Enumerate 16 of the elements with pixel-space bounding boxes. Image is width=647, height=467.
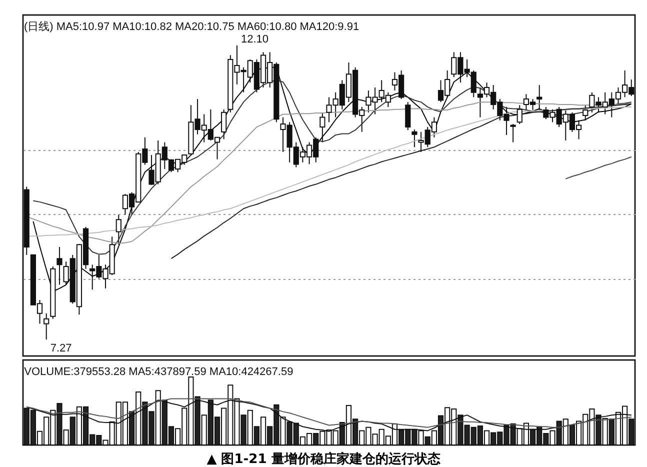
annotation: 7.27 [50, 342, 72, 355]
candlestick [405, 102, 411, 131]
candlestick [116, 214, 122, 246]
candlestick [582, 104, 588, 121]
candlestick [510, 124, 516, 143]
candlestick [320, 112, 326, 143]
candlestick [412, 128, 418, 148]
text: ▲ 图1-21 量增价稳庄家建仓的运行状态 [206, 450, 442, 467]
candlestick [516, 104, 522, 124]
candlestick [56, 246, 62, 286]
chart-title: VOLUME:379553.28 MA5:437897.59 MA10:424267.59 [24, 366, 294, 378]
candlestick [221, 108, 227, 140]
candlestick [536, 84, 542, 110]
annotation: 12.10 [240, 33, 268, 46]
text: (日线) MA5:10.97 MA10:10.82 MA20:10.75 MA60:10.80 MA120:9.91 [24, 20, 360, 33]
candlestick [44, 312, 50, 340]
